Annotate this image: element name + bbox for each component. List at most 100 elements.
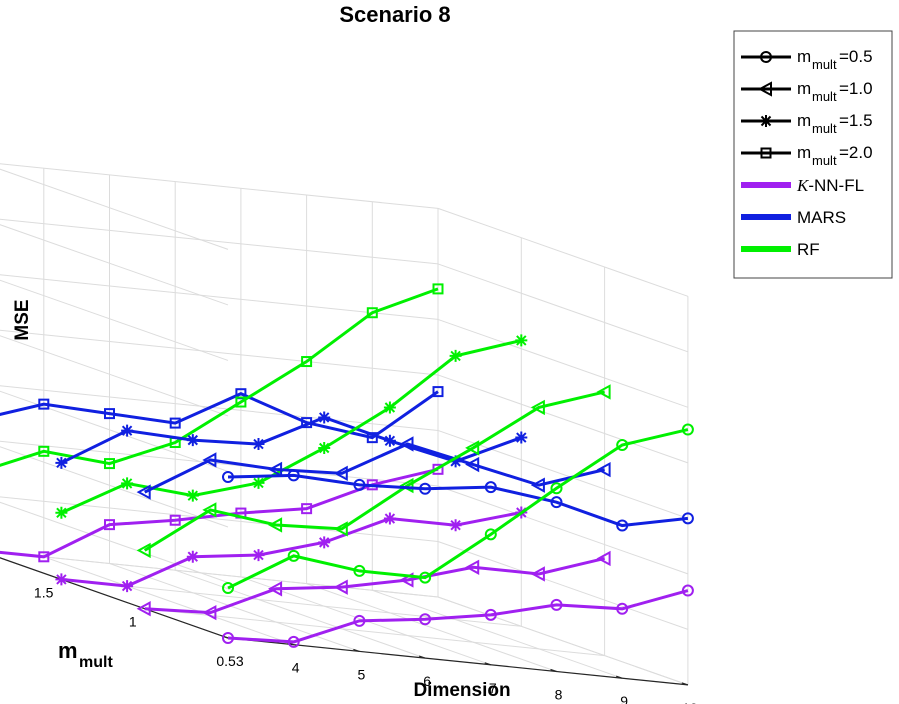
data-point	[55, 573, 68, 586]
data-point	[252, 476, 265, 489]
data-point	[202, 502, 217, 518]
data-point	[186, 489, 199, 502]
series-mars-m1	[136, 436, 611, 500]
data-point	[465, 440, 480, 456]
data-point	[550, 496, 563, 509]
gridline-back-y	[0, 163, 439, 209]
gridline-right-y	[437, 207, 689, 297]
data-point	[252, 549, 265, 562]
legend-label: MARS	[797, 208, 846, 227]
data-point	[169, 417, 181, 429]
legend-label-sub: mult	[812, 89, 837, 104]
data-point	[136, 601, 151, 617]
data-point	[121, 477, 134, 490]
data-point	[121, 424, 134, 437]
data-point	[333, 521, 348, 537]
x-tick-label: 10	[682, 700, 698, 704]
data-point	[449, 519, 462, 532]
gridline-left-y	[0, 224, 229, 306]
legend-label: K-NN-FL	[796, 176, 864, 195]
legend-entry: RF	[741, 240, 820, 259]
series-line	[0, 390, 439, 440]
data-point	[136, 542, 151, 559]
gridline-left-y	[0, 501, 229, 583]
gridline-floor-x	[306, 583, 557, 672]
x-tick-mark	[616, 675, 623, 679]
data-point	[235, 396, 247, 408]
data-point	[596, 461, 611, 478]
data-point	[186, 550, 199, 563]
legend-label-value: =2.0	[839, 143, 873, 162]
x-tick-label: 5	[358, 666, 366, 682]
x-tick-mark	[353, 648, 360, 652]
data-point	[530, 477, 545, 493]
series-knn-m1	[136, 550, 611, 621]
gridline-left-y	[0, 446, 229, 528]
x-tick-label: 9	[620, 693, 628, 704]
data-point	[268, 517, 283, 533]
legend-entry: m mult =1.5	[741, 111, 873, 136]
gridline-back-y	[0, 218, 439, 265]
svg-text:mult: mult	[79, 654, 113, 671]
data-point	[333, 579, 348, 595]
data-point	[318, 411, 331, 424]
data-point	[222, 471, 234, 484]
legend-label-main: m	[797, 111, 811, 130]
legend-label-value: =1.0	[839, 79, 873, 98]
data-point	[383, 434, 396, 447]
gridline-floor-x	[43, 556, 294, 646]
gridline-back-y	[0, 329, 439, 376]
data-point	[366, 307, 378, 319]
data-point	[104, 458, 115, 470]
gridline-left-y	[0, 390, 229, 472]
series-line	[227, 473, 689, 528]
series-line	[143, 390, 605, 552]
legend: m mult =0.5m mult =1.0m mult =1.5m mult =2.0K-NN…	[733, 30, 893, 279]
legend-entry: MARS	[741, 208, 846, 227]
gridline-floor-x	[175, 569, 426, 659]
data-point	[419, 482, 432, 495]
data-point	[550, 598, 563, 611]
x-tick-mark	[418, 655, 426, 659]
x-tick-mark	[484, 662, 491, 666]
legend-label-main: m	[797, 47, 811, 66]
data-point	[38, 398, 50, 410]
data-point	[353, 564, 366, 577]
data-point	[121, 580, 134, 593]
gridline-floor-m	[0, 551, 439, 598]
data-point	[681, 584, 694, 597]
x-tick-label: 7	[489, 680, 497, 696]
data-point	[222, 632, 234, 644]
data-point	[616, 439, 629, 452]
gridline-right-y	[437, 263, 689, 353]
series-line	[227, 428, 689, 590]
x-tick-mark	[681, 682, 689, 686]
x-axis-label: Dimension	[413, 680, 510, 701]
data-point	[38, 551, 50, 563]
chart-title: Scenario 8	[339, 2, 450, 27]
data-point	[515, 431, 528, 444]
tick-labels: 0.060.080.10.120.140.160.180.20.53456789…	[34, 584, 698, 704]
series-line	[144, 442, 605, 494]
data-point	[318, 536, 331, 549]
data-point	[484, 481, 497, 494]
series	[0, 283, 694, 648]
data-point	[383, 512, 396, 525]
x-tick-label: 4	[292, 660, 300, 676]
data-point	[104, 519, 115, 531]
data-point	[432, 386, 444, 398]
series-mars-m1.5	[55, 411, 528, 469]
gridline-right-y	[437, 374, 689, 464]
gridline-back-y	[0, 274, 439, 320]
gridline-floor-x	[109, 563, 360, 652]
axes	[0, 557, 689, 686]
y-axis-label: MSE	[12, 299, 33, 340]
data-point	[399, 436, 414, 452]
series-rf-m1.5	[55, 334, 528, 519]
svg-text:m: m	[58, 638, 78, 663]
series-knn-m1.5	[55, 506, 528, 593]
data-point	[596, 384, 611, 400]
data-point	[268, 581, 283, 597]
data-point	[616, 519, 629, 532]
